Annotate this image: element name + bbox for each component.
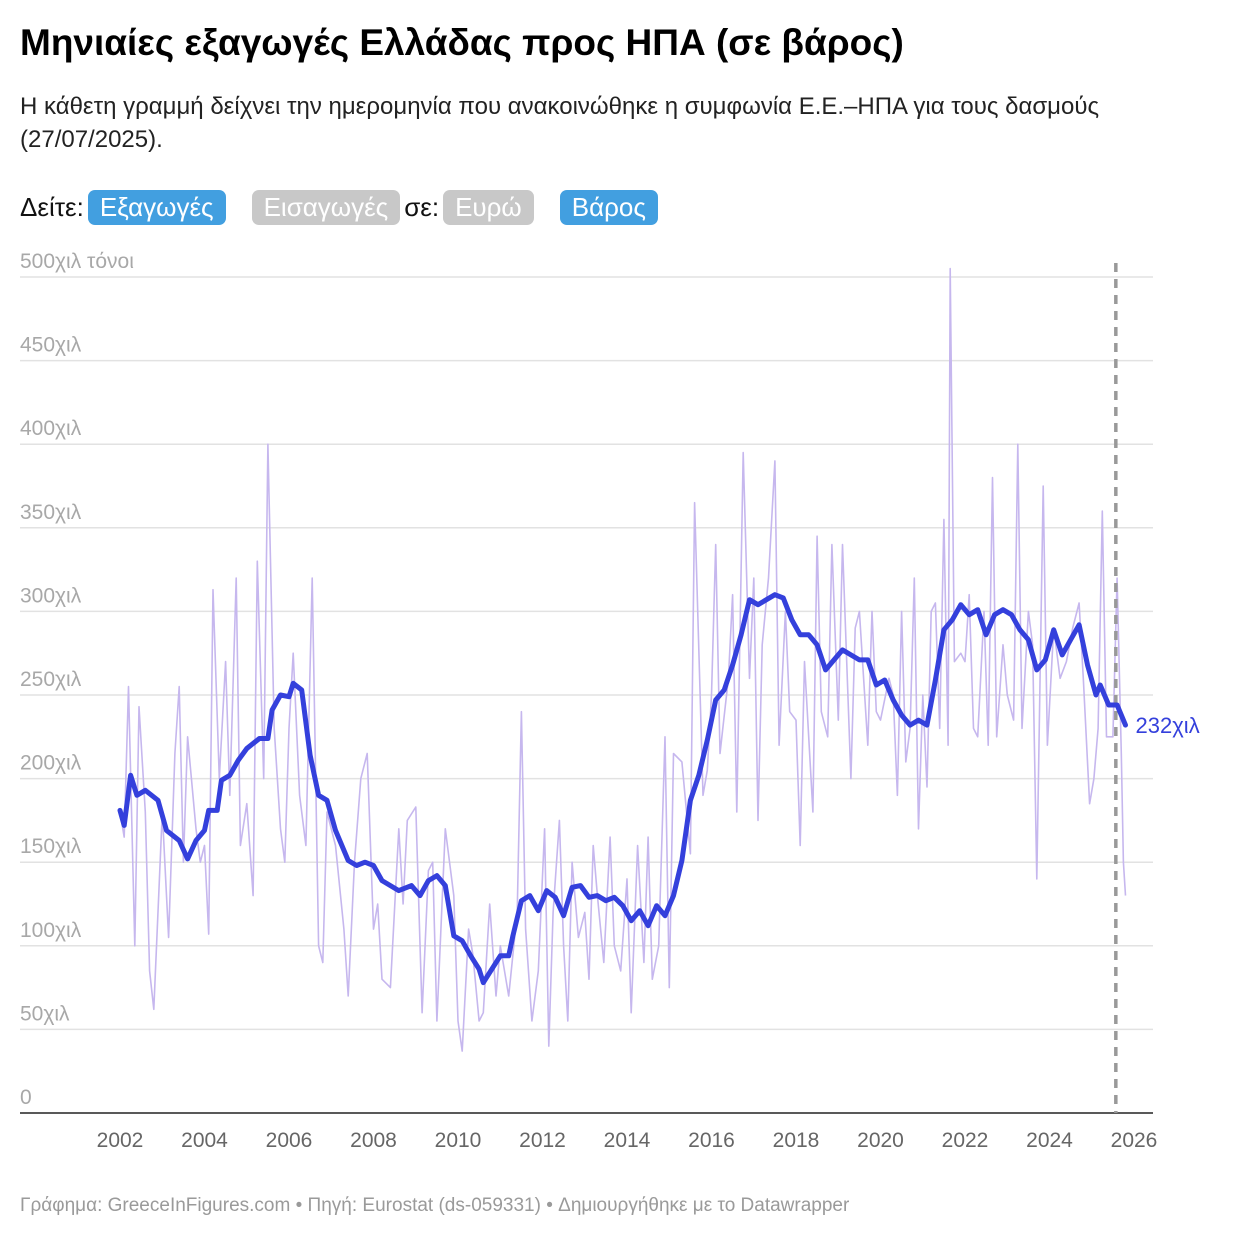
y-tick-label: 150χιλ — [20, 835, 82, 858]
x-tick-label: 2006 — [266, 1129, 313, 1152]
y-tick-label: 0 — [20, 1086, 32, 1109]
smoothed-series-line — [117, 592, 1128, 986]
x-tick-label: 2014 — [604, 1129, 651, 1152]
x-tick-label: 2016 — [688, 1129, 735, 1152]
y-tick-label: 50χιλ — [20, 1002, 70, 1025]
euro-button[interactable]: Ευρώ — [443, 190, 534, 225]
y-tick-label: 350χιλ — [20, 501, 82, 524]
x-tick-label: 2022 — [942, 1129, 989, 1152]
x-tick-label: 2026 — [1111, 1129, 1158, 1152]
x-tick-label: 2004 — [181, 1129, 228, 1152]
exports-button[interactable]: Εξαγωγές — [87, 190, 226, 225]
x-tick-label: 2024 — [1026, 1129, 1073, 1152]
view-controls: Δείτε: Εξαγωγές Εισαγωγές σε: Ευρώ Βάρος — [20, 190, 662, 225]
chart-subtitle: Η κάθετη γραμμή δείχνει την ημερομηνία π… — [20, 93, 1100, 153]
weight-button[interactable]: Βάρος — [559, 190, 658, 225]
chart-title: Μηνιαίες εξαγωγές Ελλάδας προς ΗΠΑ (σε β… — [20, 22, 904, 63]
footer-credits: Γράφημα: GreeceInFigures.com • Πηγή: Eur… — [20, 1195, 850, 1216]
y-tick-label: 200χιλ — [20, 752, 82, 775]
monthly-series-line — [119, 267, 1127, 1052]
x-tick-label: 2008 — [350, 1129, 397, 1152]
imports-button[interactable]: Εισαγωγές — [251, 190, 401, 225]
y-tick-label: 300χιλ — [20, 584, 82, 607]
y-tick-label: 400χιλ — [20, 417, 82, 440]
see-label: Δείτε: — [20, 192, 84, 222]
x-tick-label: 2018 — [773, 1129, 820, 1152]
x-tick-label: 2002 — [97, 1129, 144, 1152]
y-tick-label: 100χιλ — [20, 919, 82, 942]
y-tick-label: 250χιλ — [20, 668, 82, 691]
end-value-label: 232χιλ — [1136, 713, 1200, 738]
y-tick-label: 450χιλ — [20, 334, 82, 357]
y-tick-label: 500χιλ τόνοι — [20, 250, 134, 273]
x-tick-label: 2012 — [519, 1129, 566, 1152]
x-tick-label: 2010 — [435, 1129, 482, 1152]
in-label: σε: — [404, 192, 440, 222]
x-tick-label: 2020 — [857, 1129, 904, 1152]
